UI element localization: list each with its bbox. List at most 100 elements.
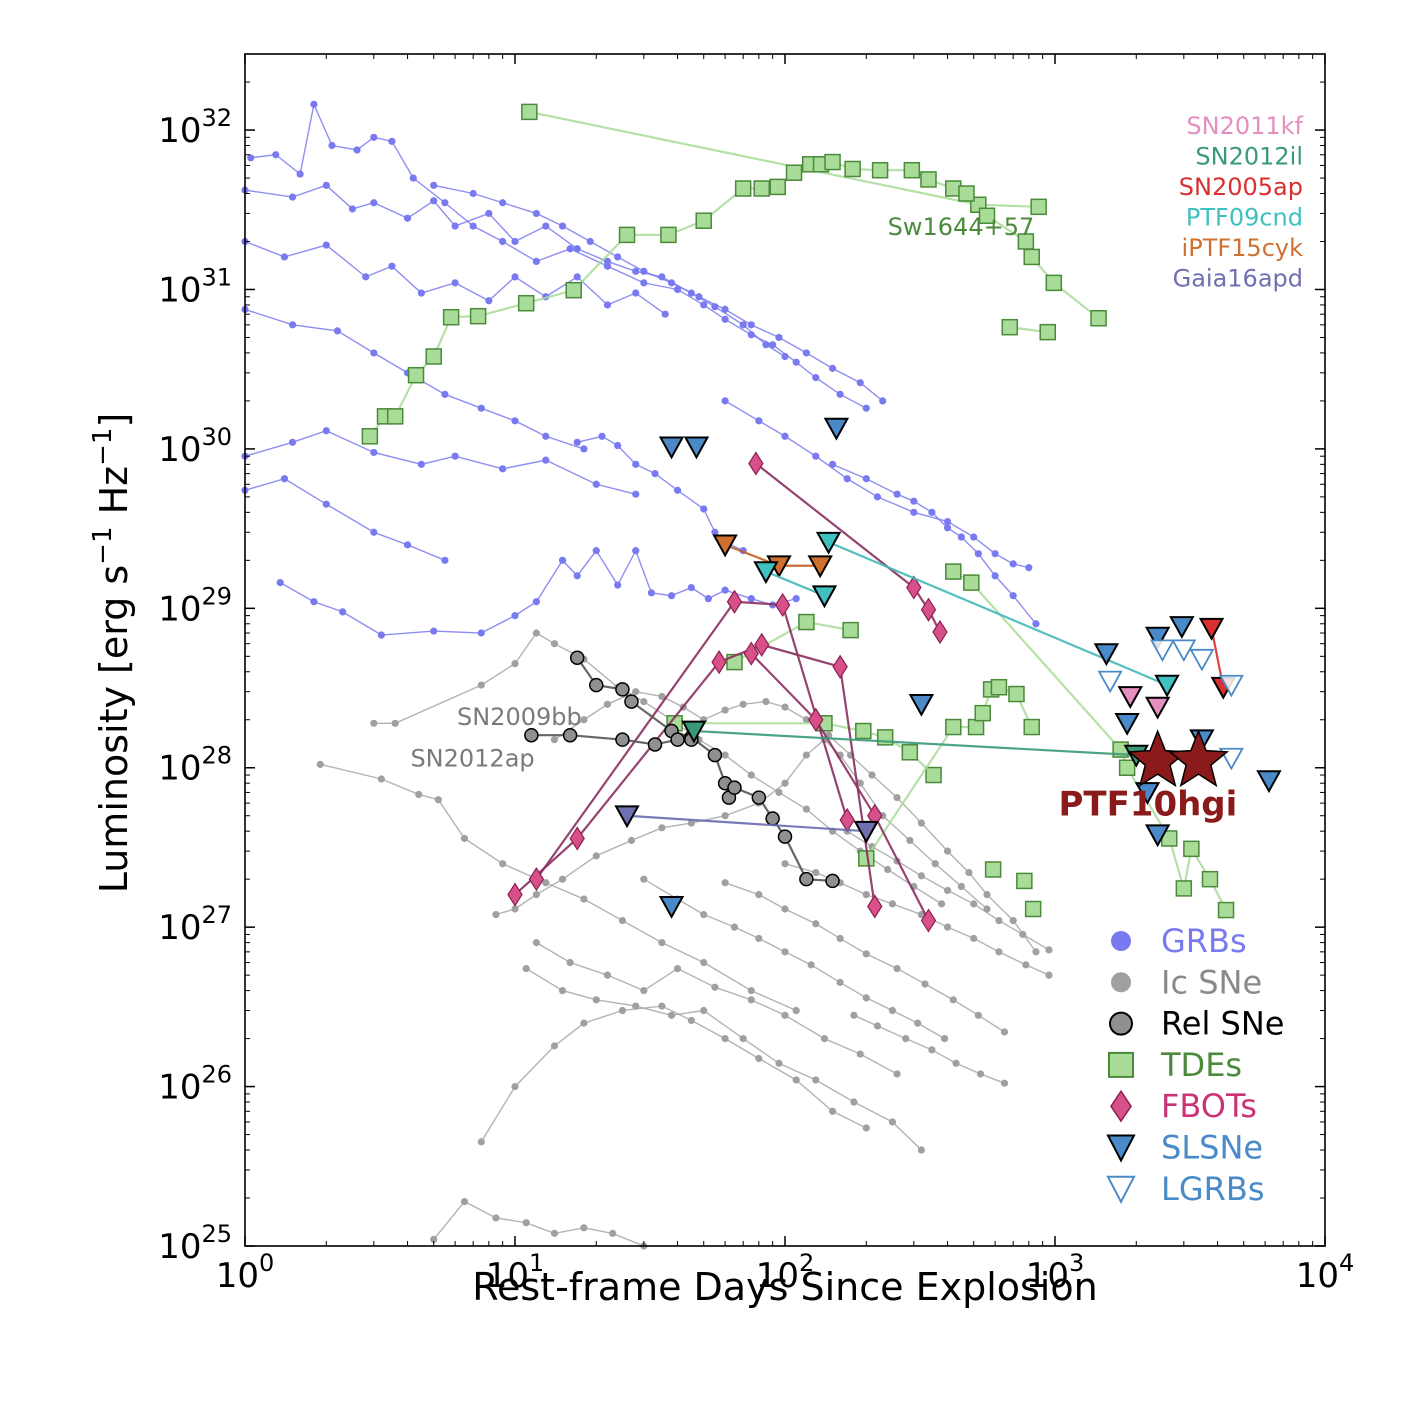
grb-point [812, 374, 819, 381]
ic-sn-point [893, 1070, 900, 1077]
tde-marker [736, 181, 751, 196]
ic-sn-point [619, 1007, 626, 1014]
ic-sn-point [551, 1230, 558, 1237]
legend-marker [1109, 1053, 1133, 1077]
grb-point [328, 142, 335, 149]
ic-sn-point [781, 1012, 788, 1019]
grb-point [574, 572, 581, 579]
grb-point [775, 334, 782, 341]
y-tick-exp: 28 [201, 742, 232, 770]
ic-sn-point [781, 704, 788, 711]
ic-sn-point [884, 866, 891, 873]
ic-sn-point [781, 860, 788, 867]
tde-marker [991, 680, 1006, 695]
ic-sn-point [850, 1012, 857, 1019]
grb-point [574, 245, 581, 252]
y-axis-title-part: ] [92, 413, 136, 428]
grb-point [604, 301, 611, 308]
ic-sn-point [370, 720, 377, 727]
tde-marker [986, 862, 1001, 877]
grb-point [378, 631, 385, 638]
grb-point [829, 365, 836, 372]
grb-point [674, 487, 681, 494]
ic-sn-point [918, 1146, 925, 1153]
ic-sn-point [781, 905, 788, 912]
grb-point [668, 279, 675, 286]
ic-sn-point [668, 1012, 675, 1019]
ic-sn-point [1001, 1080, 1008, 1087]
ic-sn-point [551, 640, 558, 647]
tde-marker [696, 213, 711, 228]
grb-point [668, 592, 675, 599]
grb-point [970, 533, 977, 540]
legend-label: TDEs [1160, 1046, 1242, 1084]
ic-sn-point [604, 701, 611, 708]
ic-sn-point [1045, 972, 1052, 979]
tde-marker [787, 165, 802, 180]
legend-label: GRBs [1161, 922, 1247, 960]
ic-sn-point [793, 1007, 800, 1014]
tde-marker [902, 745, 917, 760]
tde-marker [856, 724, 871, 739]
grb-point [648, 589, 655, 596]
grb-point [748, 595, 755, 602]
legend-label: Rel SNe [1161, 1005, 1284, 1043]
ic-sn-point [580, 1020, 587, 1027]
grb-point [388, 138, 395, 145]
ic-sn-point [461, 1198, 468, 1205]
legend-label: FBOTs [1161, 1087, 1257, 1125]
object-label: SN2011kf [1186, 112, 1303, 140]
y-axis-title: Luminosity [erg s−1 Hz−1] [88, 413, 136, 894]
tde-marker [921, 172, 936, 187]
ic-sn-point [658, 824, 665, 831]
ic-sn-point [918, 872, 925, 879]
x-axis-title: Rest-frame Days Since Explosion [472, 1265, 1097, 1309]
grb-point [511, 612, 518, 619]
grb-point [632, 289, 639, 296]
grb-point [310, 101, 317, 108]
grb-point [499, 199, 506, 206]
ic-sn-point [559, 876, 566, 883]
y-tick-exp: 30 [201, 423, 232, 451]
rel-sn-marker [625, 695, 638, 708]
ic-sn-point [857, 1050, 864, 1057]
grb-point [281, 475, 288, 482]
grb-point [478, 629, 485, 636]
ic-sn-point [511, 660, 518, 667]
annotation-sw1644-57: Sw1644+57 [888, 213, 1035, 241]
grb-point [837, 391, 844, 398]
legend-marker [1111, 972, 1131, 992]
x-tick-base: 10 [1296, 1256, 1339, 1296]
grb-point [533, 598, 540, 605]
grb-point [441, 199, 448, 206]
ic-sn-point [567, 959, 574, 966]
grb-point [614, 253, 621, 260]
rel-sn-marker [766, 812, 779, 825]
tde-marker [946, 564, 961, 579]
grb-point [452, 222, 459, 229]
grb-point [762, 341, 769, 348]
grb-point [722, 306, 729, 313]
ic-sn-point [863, 891, 870, 898]
grb-point [388, 263, 395, 270]
y-axis-title-sup: −1 [88, 526, 118, 564]
ic-sn-point [921, 980, 928, 987]
tde-marker [519, 296, 534, 311]
ic-sn-point [914, 1020, 921, 1027]
grb-point [430, 197, 437, 204]
tde-marker [1002, 320, 1017, 335]
ic-sn-point [793, 1076, 800, 1083]
ic-sn-point [941, 1035, 948, 1042]
ic-sn-point [970, 900, 977, 907]
tde-marker [620, 227, 635, 242]
grb-point [533, 210, 540, 217]
rel-sn-marker [616, 733, 629, 746]
ic-sn-point [748, 996, 755, 1003]
grb-point [349, 205, 356, 212]
x-tick-base: 10 [216, 1256, 259, 1296]
grb-point [910, 509, 917, 516]
grb-point [705, 595, 712, 602]
tde-marker [946, 720, 961, 735]
ic-sn-point [775, 1060, 782, 1067]
grb-point [793, 359, 800, 366]
